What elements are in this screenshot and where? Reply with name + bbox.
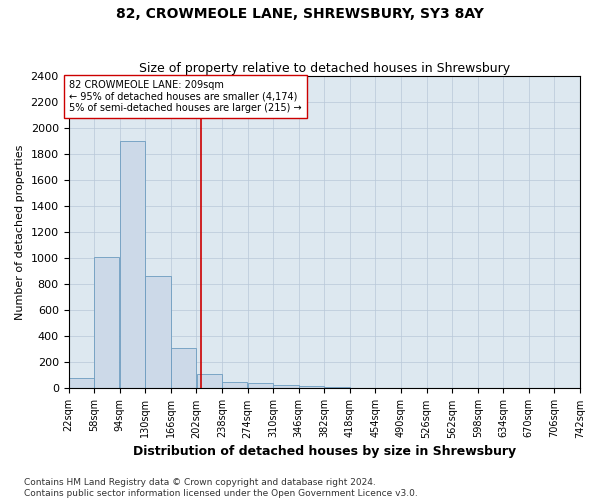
Text: 82, CROWMEOLE LANE, SHREWSBURY, SY3 8AY: 82, CROWMEOLE LANE, SHREWSBURY, SY3 8AY	[116, 8, 484, 22]
Bar	[222, 382, 247, 388]
Bar	[325, 387, 350, 388]
Bar	[145, 276, 170, 388]
Bar	[299, 386, 324, 388]
Bar	[273, 384, 299, 388]
Bar	[197, 374, 222, 388]
Bar	[94, 257, 119, 388]
X-axis label: Distribution of detached houses by size in Shrewsbury: Distribution of detached houses by size …	[133, 444, 516, 458]
Text: Contains HM Land Registry data © Crown copyright and database right 2024.
Contai: Contains HM Land Registry data © Crown c…	[24, 478, 418, 498]
Title: Size of property relative to detached houses in Shrewsbury: Size of property relative to detached ho…	[139, 62, 510, 74]
Bar	[69, 378, 94, 388]
Y-axis label: Number of detached properties: Number of detached properties	[15, 144, 25, 320]
Bar	[171, 348, 196, 389]
Bar	[248, 383, 273, 388]
Bar	[120, 141, 145, 388]
Text: 82 CROWMEOLE LANE: 209sqm
← 95% of detached houses are smaller (4,174)
5% of sem: 82 CROWMEOLE LANE: 209sqm ← 95% of detac…	[69, 80, 302, 113]
